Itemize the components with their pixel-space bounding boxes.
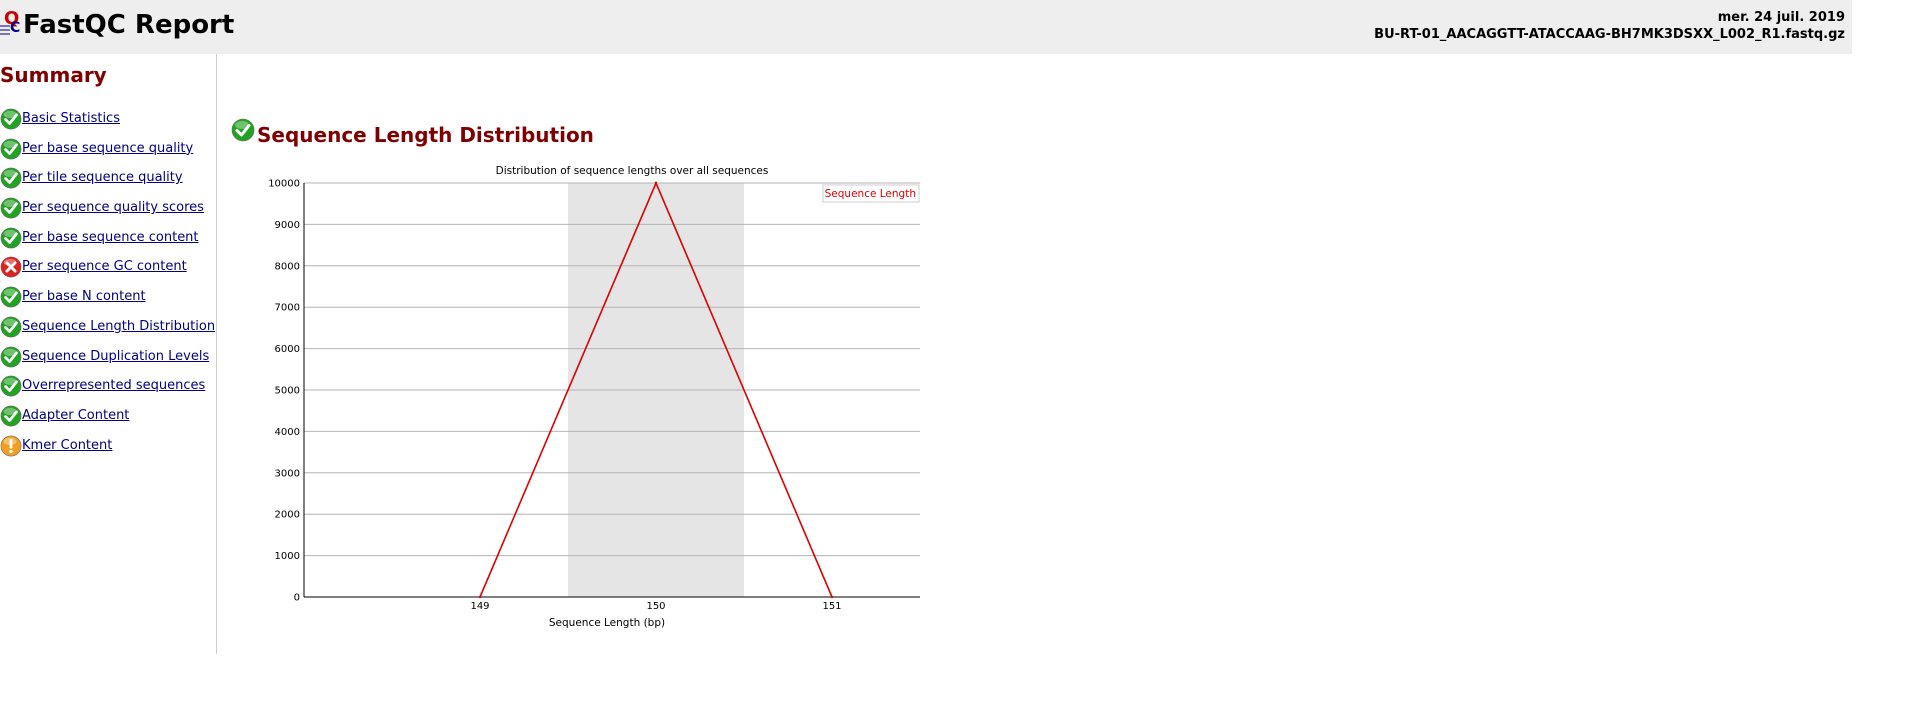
y-tick-label: 8000: [275, 261, 300, 272]
data-point: [478, 595, 482, 599]
report-header: Q C FastQC Report mer. 24 juil. 2019 BU-…: [0, 0, 1852, 54]
module-link[interactable]: Per sequence quality scores: [22, 200, 204, 216]
warn-status-icon: [0, 435, 22, 456]
y-tick-label: 10000: [268, 179, 300, 190]
module-link[interactable]: Per sequence GC content: [22, 259, 187, 275]
pass-status-icon: [0, 286, 22, 308]
module-link[interactable]: Adapter Content: [22, 407, 130, 423]
svg-text:C: C: [10, 20, 20, 36]
legend-box: [822, 184, 920, 203]
sequence-length-chart: 0 1000 2000 3000 4000 5000 6000 7000 8000 9000 100…: [268, 165, 920, 629]
pass-status-icon: [0, 375, 22, 397]
pass-status-icon: [0, 405, 22, 427]
report-filename: BU-RT-01_AACAGGTT-ATACCAAG-BH7MK3DSXX_L0…: [1374, 27, 1845, 42]
fastqc-logo-icon: Q C: [0, 8, 20, 36]
module-link[interactable]: Per base sequence content: [22, 229, 199, 245]
legend: Sequence Length: [822, 184, 920, 203]
x-tick-label: 151: [822, 601, 841, 612]
module-link[interactable]: Overrepresented sequences: [22, 378, 206, 394]
x-tick-label: 150: [646, 601, 665, 612]
module-link[interactable]: Sequence Duplication Levels: [22, 348, 210, 364]
report-title: FastQC Report: [23, 10, 235, 40]
y-tick-label: 1000: [275, 551, 300, 562]
module-link[interactable]: Per tile sequence quality: [22, 170, 183, 186]
module-link[interactable]: Kmer Content: [22, 437, 113, 453]
svg-text:Q: Q: [4, 8, 19, 29]
fail-status-icon: [0, 257, 22, 278]
y-tick-label: 5000: [275, 386, 300, 397]
y-tick-label: 9000: [275, 220, 300, 231]
data-point: [654, 181, 658, 185]
chart-title: Distribution of sequence lengths over al…: [496, 165, 769, 177]
module-link[interactable]: Basic Statistics: [22, 111, 120, 126]
pass-status-icon: [0, 168, 22, 189]
y-tick-label: 7000: [275, 303, 300, 314]
y-tick-label: 3000: [275, 468, 300, 479]
pass-status-icon: [0, 346, 22, 367]
pass-status-icon: [0, 138, 22, 160]
summary-sidebar: Summary Basic Statistics Per base sequenc…: [0, 54, 217, 654]
summary-title: Summary: [0, 63, 107, 87]
y-tick-label: 6000: [275, 344, 300, 355]
x-tick-label: 149: [470, 601, 489, 612]
y-tick-label: 4000: [275, 427, 300, 438]
x-axis-label: Sequence Length (bp): [549, 617, 665, 629]
module-link[interactable]: Sequence Length Distribution: [22, 318, 216, 334]
report-date: mer. 24 juil. 2019: [1717, 10, 1845, 25]
legend-label: Sequence Length: [825, 188, 916, 200]
module-link[interactable]: Per base sequence quality: [22, 140, 194, 156]
y-tick-label: 2000: [275, 510, 300, 521]
pass-status-icon: [0, 197, 22, 219]
report-meta: mer. 24 juil. 2019 BU-RT-01_AACAGGTT-ATA…: [1374, 9, 1845, 43]
pass-status-icon: [0, 108, 22, 130]
y-tick-label: 0: [294, 593, 300, 604]
pass-status-icon: [0, 227, 22, 249]
pass-status-icon: [231, 118, 255, 142]
data-point: [830, 595, 834, 599]
module-link[interactable]: Per base N content: [22, 289, 146, 305]
pass-status-icon: [0, 316, 22, 338]
section-title: Sequence Length Distribution: [257, 123, 594, 147]
